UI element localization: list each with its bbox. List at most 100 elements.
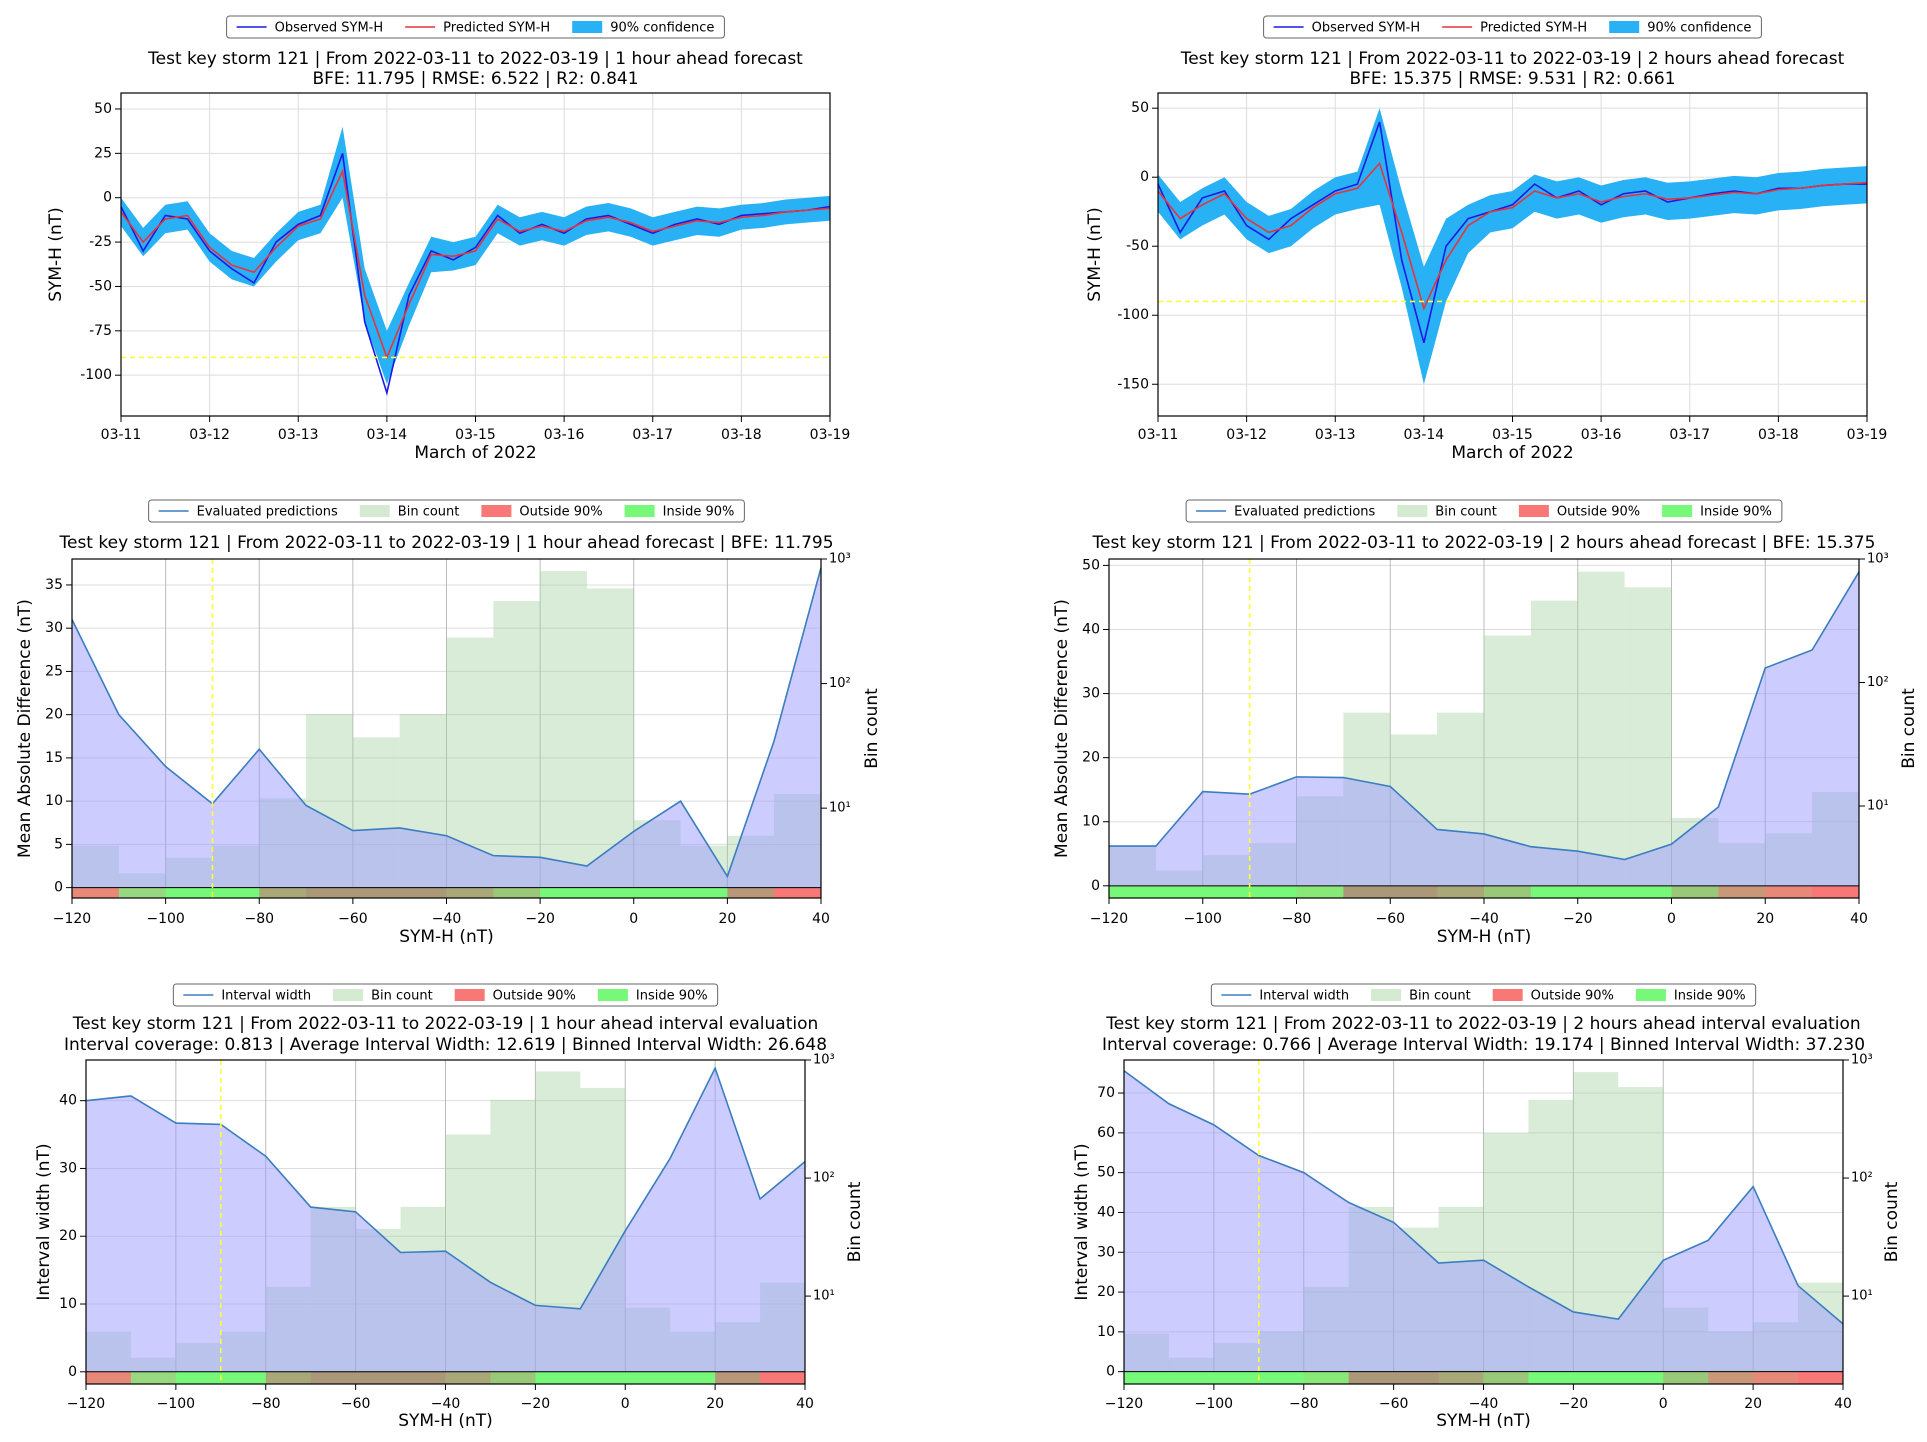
x-tick-label: −120 xyxy=(53,911,91,927)
y-tick-label: 25 xyxy=(45,663,63,679)
y-tick-label: 50 xyxy=(94,101,112,117)
count-bar xyxy=(1577,571,1625,898)
x-tick-label: 40 xyxy=(812,911,830,927)
legend-label: Evaluated predictions xyxy=(197,505,338,520)
legend-label: Inside 90% xyxy=(1700,505,1772,520)
series-line xyxy=(1157,161,1868,311)
y2-tick-label: 10³ xyxy=(1867,552,1889,567)
x-tick-label: 0 xyxy=(621,1396,630,1412)
coverage-strip xyxy=(446,887,494,898)
legend-box xyxy=(172,983,719,1007)
x-axis-label: SYM-H (nT) xyxy=(1437,927,1532,947)
x-tick-label: 03-15 xyxy=(455,427,496,443)
x-tick-label: −80 xyxy=(251,1396,281,1412)
coverage-strip xyxy=(1437,885,1485,898)
legend: Observed SYM-H Predicted SYM-H 90% confide… xyxy=(1263,15,1762,39)
coverage-strip xyxy=(490,1371,536,1384)
coverage-strip xyxy=(310,1371,357,1384)
x-tick-label: 03-18 xyxy=(1758,427,1799,443)
legend: Observed SYM-H Predicted SYM-H 90% confide… xyxy=(226,15,725,39)
x-tick-label: −60 xyxy=(338,911,368,927)
y-axis-label: Interval width (nT) xyxy=(34,1143,54,1300)
coverage-strip xyxy=(1798,1371,1844,1384)
x-tick-label: 03-11 xyxy=(1138,427,1179,443)
chart-title: Test key storm 121 | From 2022-03-11 to … xyxy=(58,533,833,553)
y2-tick-label: 10¹ xyxy=(813,1289,835,1304)
legend-box xyxy=(148,499,745,523)
coverage-strip xyxy=(1812,885,1860,898)
coverage-strip xyxy=(1258,1371,1305,1384)
coverage-strip xyxy=(1168,1371,1215,1384)
x-axis-label: March of 2022 xyxy=(1451,443,1573,463)
coverage-strip xyxy=(130,1371,177,1384)
coverage-strip xyxy=(727,887,775,898)
x-tick-label: 40 xyxy=(796,1396,814,1412)
error-line xyxy=(85,1066,806,1310)
y-tick-label: 50 xyxy=(1082,557,1100,573)
x-tick-label: 20 xyxy=(706,1396,724,1412)
legend-label: Inside 90% xyxy=(636,989,708,1004)
x-tick-label: −120 xyxy=(1105,1396,1143,1412)
coverage-strip xyxy=(212,887,260,898)
x-tick-label: −40 xyxy=(432,911,462,927)
coverage-strip xyxy=(306,887,354,898)
legend-label: Inside 90% xyxy=(1674,989,1746,1004)
legend-box xyxy=(1185,499,1783,523)
legend-label: 90% confidence xyxy=(610,21,714,36)
x-tick-label: 03-14 xyxy=(367,427,408,443)
legend-label: Outside 90% xyxy=(493,989,576,1004)
y-tick-label: 20 xyxy=(1097,1284,1115,1300)
plot-frame xyxy=(1108,558,1860,899)
x-tick-label: 03-12 xyxy=(189,427,230,443)
coverage-strip xyxy=(1530,885,1579,898)
coverage-strip xyxy=(259,887,307,898)
chart-subtitle: Interval coverage: 0.813 | Average Inter… xyxy=(64,1035,827,1055)
x-tick-label: −80 xyxy=(1289,1396,1319,1412)
legend-label: Bin count xyxy=(1435,505,1497,520)
coverage-strip xyxy=(540,887,588,898)
error-area xyxy=(72,567,821,888)
x-tick-label: −40 xyxy=(1469,911,1499,927)
coverage-strip xyxy=(580,1371,626,1384)
legend-label: Observed SYM-H xyxy=(1312,21,1421,36)
x-tick-label: 03-19 xyxy=(810,427,851,443)
coverage-strip xyxy=(633,887,682,898)
error-area xyxy=(1109,571,1859,886)
y-tick-label: 0 xyxy=(68,1364,77,1380)
coverage-strip xyxy=(1124,1371,1170,1384)
legend-swatch xyxy=(572,21,603,33)
chart-subtitle: BFE: 15.375 | RMSE: 9.531 | R2: 0.661 xyxy=(1349,69,1675,89)
coverage-strip xyxy=(355,1371,402,1384)
coverage-strip xyxy=(352,887,401,898)
x-tick-label: 40 xyxy=(1834,1396,1852,1412)
chart-subtitle: BFE: 11.795 | RMSE: 6.522 | R2: 0.841 xyxy=(312,69,638,89)
y2-axis-label: Bin count xyxy=(1882,1181,1902,1262)
y-tick-label: 0 xyxy=(1091,878,1100,894)
y-tick-label: 50 xyxy=(1097,1165,1115,1181)
x-tick-label: −40 xyxy=(431,1396,461,1412)
chart-title: Test key storm 121 | From 2022-03-11 to … xyxy=(72,1014,819,1034)
y-tick-label: 10 xyxy=(1097,1324,1115,1340)
coverage-strip xyxy=(220,1371,267,1384)
x-tick-label: 0 xyxy=(1659,1396,1668,1412)
coverage-strip xyxy=(760,1371,806,1384)
y-tick-label: 40 xyxy=(1097,1204,1115,1220)
coverage-strip xyxy=(1393,1371,1440,1384)
legend: Evaluated predictions Bin count Outside 90… xyxy=(1185,499,1783,523)
y-tick-label: -50 xyxy=(89,278,112,294)
legend-label: Outside 90% xyxy=(1531,989,1614,1004)
legend-swatch xyxy=(481,505,512,517)
y2-axis-label: Bin count xyxy=(862,688,882,769)
coverage-strip xyxy=(625,1371,671,1384)
legend-swatch xyxy=(624,505,655,517)
coverage-strip xyxy=(1438,1371,1484,1384)
coverage-strip xyxy=(1708,1371,1754,1384)
legend-label: Bin count xyxy=(1409,989,1471,1004)
series-line xyxy=(120,168,831,360)
y-tick-label: 10 xyxy=(1082,814,1100,830)
y-tick-label: -100 xyxy=(80,367,112,383)
y-tick-label: 0 xyxy=(1140,169,1149,185)
x-tick-label: −100 xyxy=(1184,911,1222,927)
